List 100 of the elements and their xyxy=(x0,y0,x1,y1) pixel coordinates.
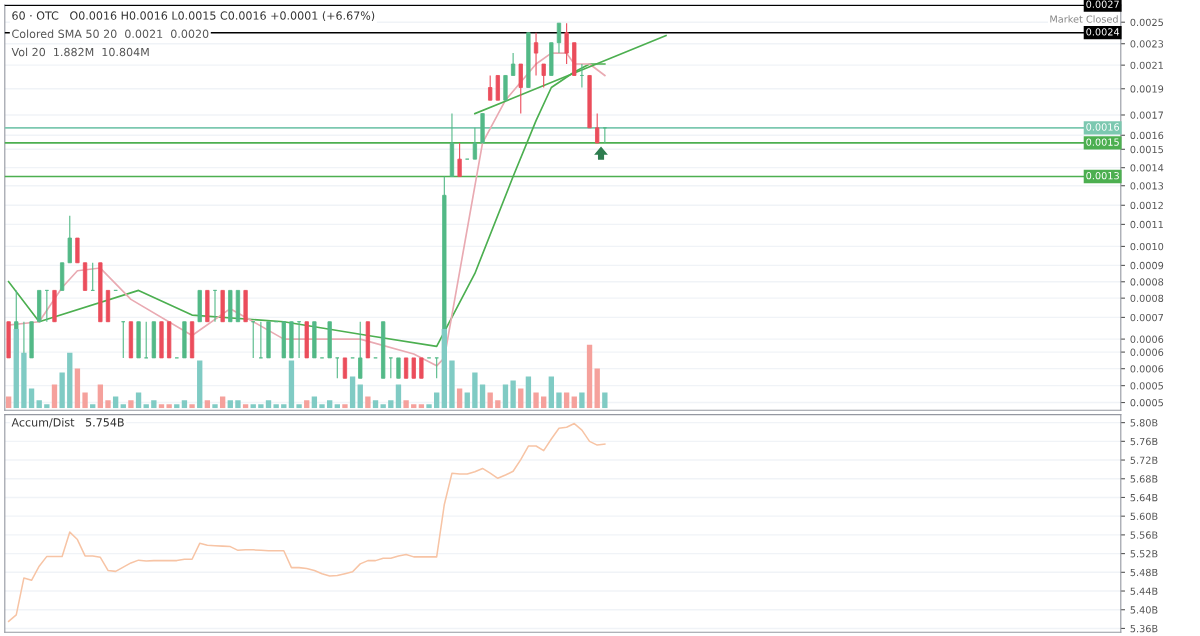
bar xyxy=(334,404,340,409)
bar xyxy=(602,392,608,409)
bar xyxy=(67,352,73,409)
bar xyxy=(112,396,119,409)
bar xyxy=(158,404,165,409)
bar xyxy=(326,400,333,409)
bar xyxy=(594,368,600,409)
bar xyxy=(586,344,593,409)
bar xyxy=(472,372,478,409)
candlestick xyxy=(396,357,401,379)
annotation: Market Closed xyxy=(1050,15,1118,23)
bar xyxy=(128,400,134,409)
bar xyxy=(135,392,142,409)
chart-title: Accum/Dist 5.754B xyxy=(11,417,124,428)
bar xyxy=(51,384,58,409)
candlestick xyxy=(518,63,523,115)
ref-line-label: 0.0013 xyxy=(1086,171,1119,180)
bar xyxy=(189,404,195,409)
y-tick-label: 5.60B xyxy=(1130,512,1158,521)
bar xyxy=(495,400,501,409)
bar xyxy=(342,404,348,409)
y-tick-label: 0.0025 xyxy=(1130,18,1163,27)
annotation: Colored SMA 50 20 0.0021 0.0020 xyxy=(12,29,209,38)
y-tick-label: 5.72B xyxy=(1130,456,1158,464)
y-tick-label: 0.0015 xyxy=(1130,145,1163,154)
bar xyxy=(388,400,394,409)
y-tick-label: 5.80B xyxy=(1130,419,1158,427)
y-tick-label: 5.36B xyxy=(1130,624,1158,633)
bar xyxy=(219,396,226,409)
ref-line-label: 0.0027 xyxy=(1086,0,1119,8)
y-tick-label: 0.0008 xyxy=(1130,294,1164,302)
bar xyxy=(258,404,264,409)
bar xyxy=(434,392,440,409)
bar xyxy=(418,404,425,409)
bar xyxy=(281,404,287,409)
bar xyxy=(426,404,432,409)
bar xyxy=(563,392,570,409)
bar xyxy=(349,376,356,409)
bar xyxy=(21,352,27,409)
bar xyxy=(197,360,203,409)
bar xyxy=(579,392,585,409)
bar xyxy=(319,404,325,409)
candlestick xyxy=(258,321,264,359)
bar xyxy=(365,396,371,409)
bar xyxy=(90,404,96,409)
bar xyxy=(28,388,35,409)
bar xyxy=(59,372,65,409)
bar xyxy=(288,360,295,409)
bar xyxy=(533,392,539,409)
bar xyxy=(120,404,126,409)
y-tick-label: 0.0009 xyxy=(1130,261,1164,270)
bar xyxy=(403,400,409,409)
bar xyxy=(166,404,172,409)
candlestick xyxy=(411,357,416,379)
bar xyxy=(212,404,218,409)
annotation: Vol 20 1.882M 10.804M xyxy=(11,47,149,57)
candlestick xyxy=(388,357,393,379)
candlestick xyxy=(472,127,478,160)
bar xyxy=(372,400,379,409)
y-tick-label: 5.76B xyxy=(1130,437,1158,446)
bar xyxy=(265,400,272,409)
bar xyxy=(456,388,463,409)
y-tick-label: 5.64B xyxy=(1130,493,1158,502)
candlestick xyxy=(488,74,493,101)
ref-line-label: 0.0024 xyxy=(1086,28,1120,36)
bar xyxy=(510,380,516,409)
bar xyxy=(411,404,417,409)
bar xyxy=(181,400,188,409)
bar xyxy=(449,360,455,409)
bar xyxy=(250,404,256,409)
candlestick xyxy=(564,22,569,65)
y-tick-label: 5.48B xyxy=(1130,568,1158,577)
candlestick xyxy=(457,142,462,178)
bar xyxy=(395,384,402,409)
bar xyxy=(487,392,493,409)
candlestick xyxy=(533,32,539,77)
bar xyxy=(227,400,233,409)
y-tick-label: 5.68B xyxy=(1130,475,1158,483)
y-tick-label: 5.40B xyxy=(1130,606,1158,614)
y-tick-label: 0.0005 xyxy=(1130,399,1163,407)
ref-line-label: 0.0016 xyxy=(1086,123,1120,131)
chart-title: 60 · OTC O0.0016 H0.0016 L0.0015 C0.0016 +0.0001 (+6.67%) xyxy=(12,11,375,22)
bar xyxy=(380,404,386,409)
bar xyxy=(541,396,547,409)
y-tick-label: 0.0014 xyxy=(1130,164,1164,172)
y-tick-label: 5.44B xyxy=(1130,587,1158,595)
y-tick-label: 0.0006 xyxy=(1130,335,1164,343)
bar xyxy=(296,404,302,409)
candlestick xyxy=(335,357,340,379)
bar xyxy=(311,396,318,409)
y-tick-label: 0.0006 xyxy=(1130,348,1164,356)
candlestick xyxy=(144,321,149,359)
candlestick xyxy=(342,357,348,379)
bar xyxy=(97,384,104,409)
bar xyxy=(105,400,111,409)
y-tick-label: 0.0011 xyxy=(1130,220,1163,229)
bar xyxy=(151,400,157,409)
bar xyxy=(36,400,42,409)
y-tick-label: 0.0010 xyxy=(1130,242,1164,251)
candlestick xyxy=(556,22,562,54)
